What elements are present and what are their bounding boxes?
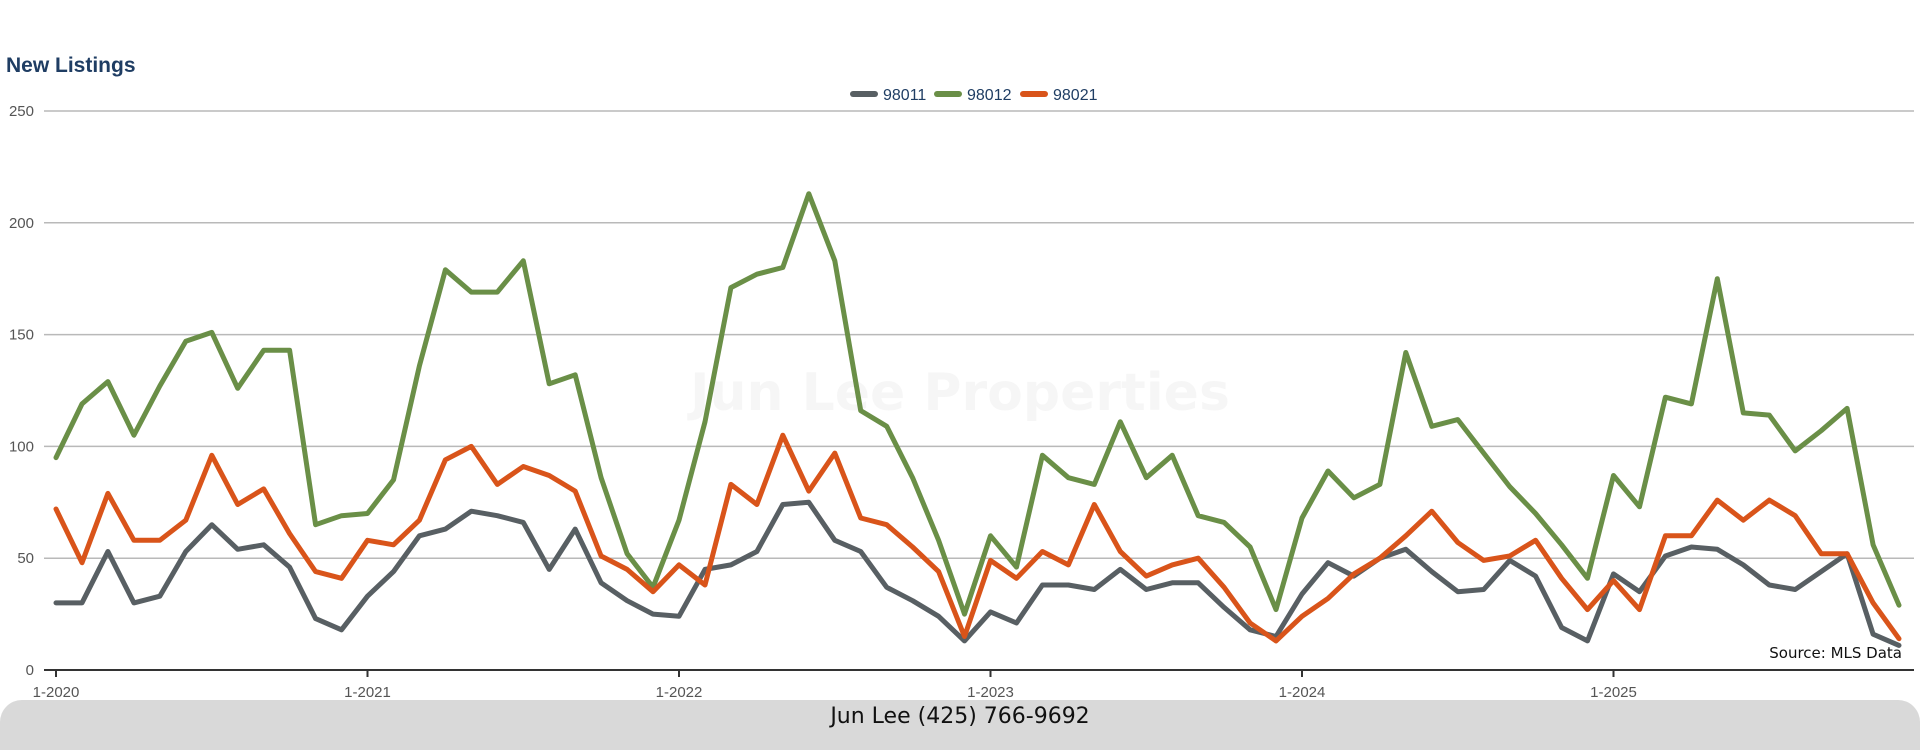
footer-contact: Jun Lee (425) 766-9692 [830,703,1090,729]
legend: 98011 98012 98021 [850,87,1098,104]
y-tick-label: 250 [9,103,34,120]
x-tick-label: 1-2022 [656,684,703,700]
watermark: Jun Lee Properties [687,363,1230,423]
line-chart: Jun Lee Properties 0 50 100 150 200 250 1-2020… [9,87,1914,700]
y-tick-label: 150 [9,327,34,344]
y-tick-label: 50 [17,550,34,567]
legend-label-98011: 98011 [883,87,926,104]
series-layer [53,191,1902,648]
y-tick-label: 200 [9,215,34,232]
legend-label-98012: 98012 [967,87,1012,104]
legend-label-98021: 98021 [1053,87,1098,104]
series-line-98012 [53,191,1902,617]
grid-layer [44,110,1914,559]
x-tick-label: 1-2020 [33,684,80,700]
footer-bar: Jun Lee (425) 766-9692 [0,700,1920,750]
chart-title: New Listings [6,54,136,77]
x-tick-label: 1-2023 [967,684,1014,700]
source-note: Source: MLS Data [1769,644,1902,662]
y-tick-label: 0 [26,662,34,679]
x-tick-label: 1-2025 [1590,684,1637,700]
y-tick-label: 100 [9,438,34,455]
axis-layer: 0 50 100 150 200 250 1-2020 1-2021 1-2022 1-2023 1… [9,103,1914,700]
series-line-98021 [53,432,1902,644]
series-line-98011 [53,499,1902,648]
x-tick-label: 1-2024 [1279,684,1326,700]
x-tick-label: 1-2021 [344,684,391,700]
